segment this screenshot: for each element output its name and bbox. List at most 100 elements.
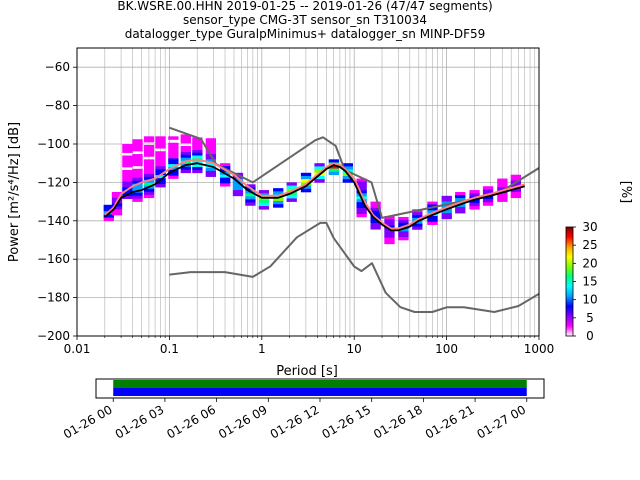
histogram-cell [485,186,489,190]
histogram-cell [175,169,179,174]
histogram-cell [490,195,494,200]
histogram-cell [143,182,147,187]
timeline-tick-label: 01-26 12 [268,402,322,441]
histogram-cell [515,189,519,193]
histogram-cell [162,163,166,167]
histogram-cell [188,148,191,152]
histogram-cell [316,163,320,167]
histogram-cell [417,215,420,219]
histogram-cell [247,202,251,206]
histogram-cell [210,170,214,175]
histogram-cell [482,186,486,190]
histogram-cell [398,222,402,226]
histogram-cell [157,163,161,167]
histogram-cell [225,174,228,178]
histogram-cell [316,166,320,170]
histogram-cell [146,144,150,149]
histogram-cell [143,191,147,196]
histogram-cell [208,173,212,177]
histogram-cell [146,194,150,199]
histogram-cell [510,180,514,184]
histogram-cell [143,194,147,199]
histogram-cell [485,202,489,206]
histogram-cell [485,189,489,193]
histogram-cell [455,195,458,199]
histogram-cell [414,215,418,219]
histogram-cell [155,160,159,164]
histogram-cell [122,161,126,165]
histogram-cell [490,199,494,203]
histogram-cell [261,199,265,204]
histogram-cell [278,197,281,202]
histogram-cell [137,186,141,190]
histogram-cell [405,216,409,221]
histogram-cell [250,184,254,188]
histogram-cell [434,218,438,223]
histogram-cell [168,158,172,162]
histogram-cell [199,149,203,153]
histogram-cell [252,184,256,188]
histogram-cell [375,220,379,224]
histogram-cell [370,204,374,209]
histogram-cell [194,167,198,171]
histogram-cell [116,206,120,210]
histogram-cell [151,136,155,140]
histogram-cell [518,192,522,196]
histogram-cell [192,167,196,171]
histogram-cell [134,180,138,184]
chart-title-line-3: datalogger_type GuralpMinimus+ datalogge… [125,27,486,41]
histogram-cell [168,152,172,156]
histogram-cell [119,200,123,204]
histogram-cell [139,192,143,196]
histogram-cell [139,148,143,152]
histogram-cell [168,155,172,159]
histogram-cell [457,207,461,211]
histogram-cell [291,192,295,196]
histogram-cell [127,184,131,188]
histogram-cell [386,231,390,235]
histogram-cell [384,228,388,232]
histogram-cell [502,178,506,182]
histogram-cell [139,156,143,161]
histogram-cell [331,159,335,163]
histogram-cell [490,186,494,190]
histogram-cell [220,163,223,167]
histogram-cell [134,139,138,143]
colorbar-tick-label: 5 [586,311,594,325]
histogram-cell [403,234,407,238]
histogram-cell [180,163,184,168]
histogram-cell [157,142,161,146]
histogram-cell [321,176,325,180]
histogram-cell [175,145,179,150]
histogram-cell [291,198,295,202]
histogram-cell [148,162,152,166]
histogram-cell [168,142,172,147]
colorbar-tick-label: 20 [582,256,597,270]
histogram-cell [250,202,254,206]
histogram-cell [289,195,292,199]
histogram-cell [180,145,184,150]
histogram-cell [146,191,150,196]
histogram-cell [469,202,473,207]
histogram-cell [175,158,179,162]
histogram-cell [258,190,262,194]
histogram-cell [513,194,517,199]
timeline-tick-label: 01-26 18 [371,402,425,441]
histogram-cell [170,172,174,176]
histogram-cell [199,167,203,171]
histogram-cell [143,153,147,157]
histogram-cell [370,220,374,224]
histogram-cell [155,166,159,170]
coverage-bars [113,380,527,396]
histogram-cell [303,172,307,177]
histogram-cell [240,190,244,194]
histogram-cell [122,192,126,197]
histogram-cell [405,219,409,224]
histogram-cell [372,223,376,227]
histogram-cell [129,169,133,174]
x-axis-ticks: 0.01 0.1 1 10 100 1000 [64,336,554,356]
histogram-cell [364,208,367,212]
histogram-cell [160,175,164,179]
histogram-cell [162,136,166,140]
histogram-cell [414,212,418,216]
